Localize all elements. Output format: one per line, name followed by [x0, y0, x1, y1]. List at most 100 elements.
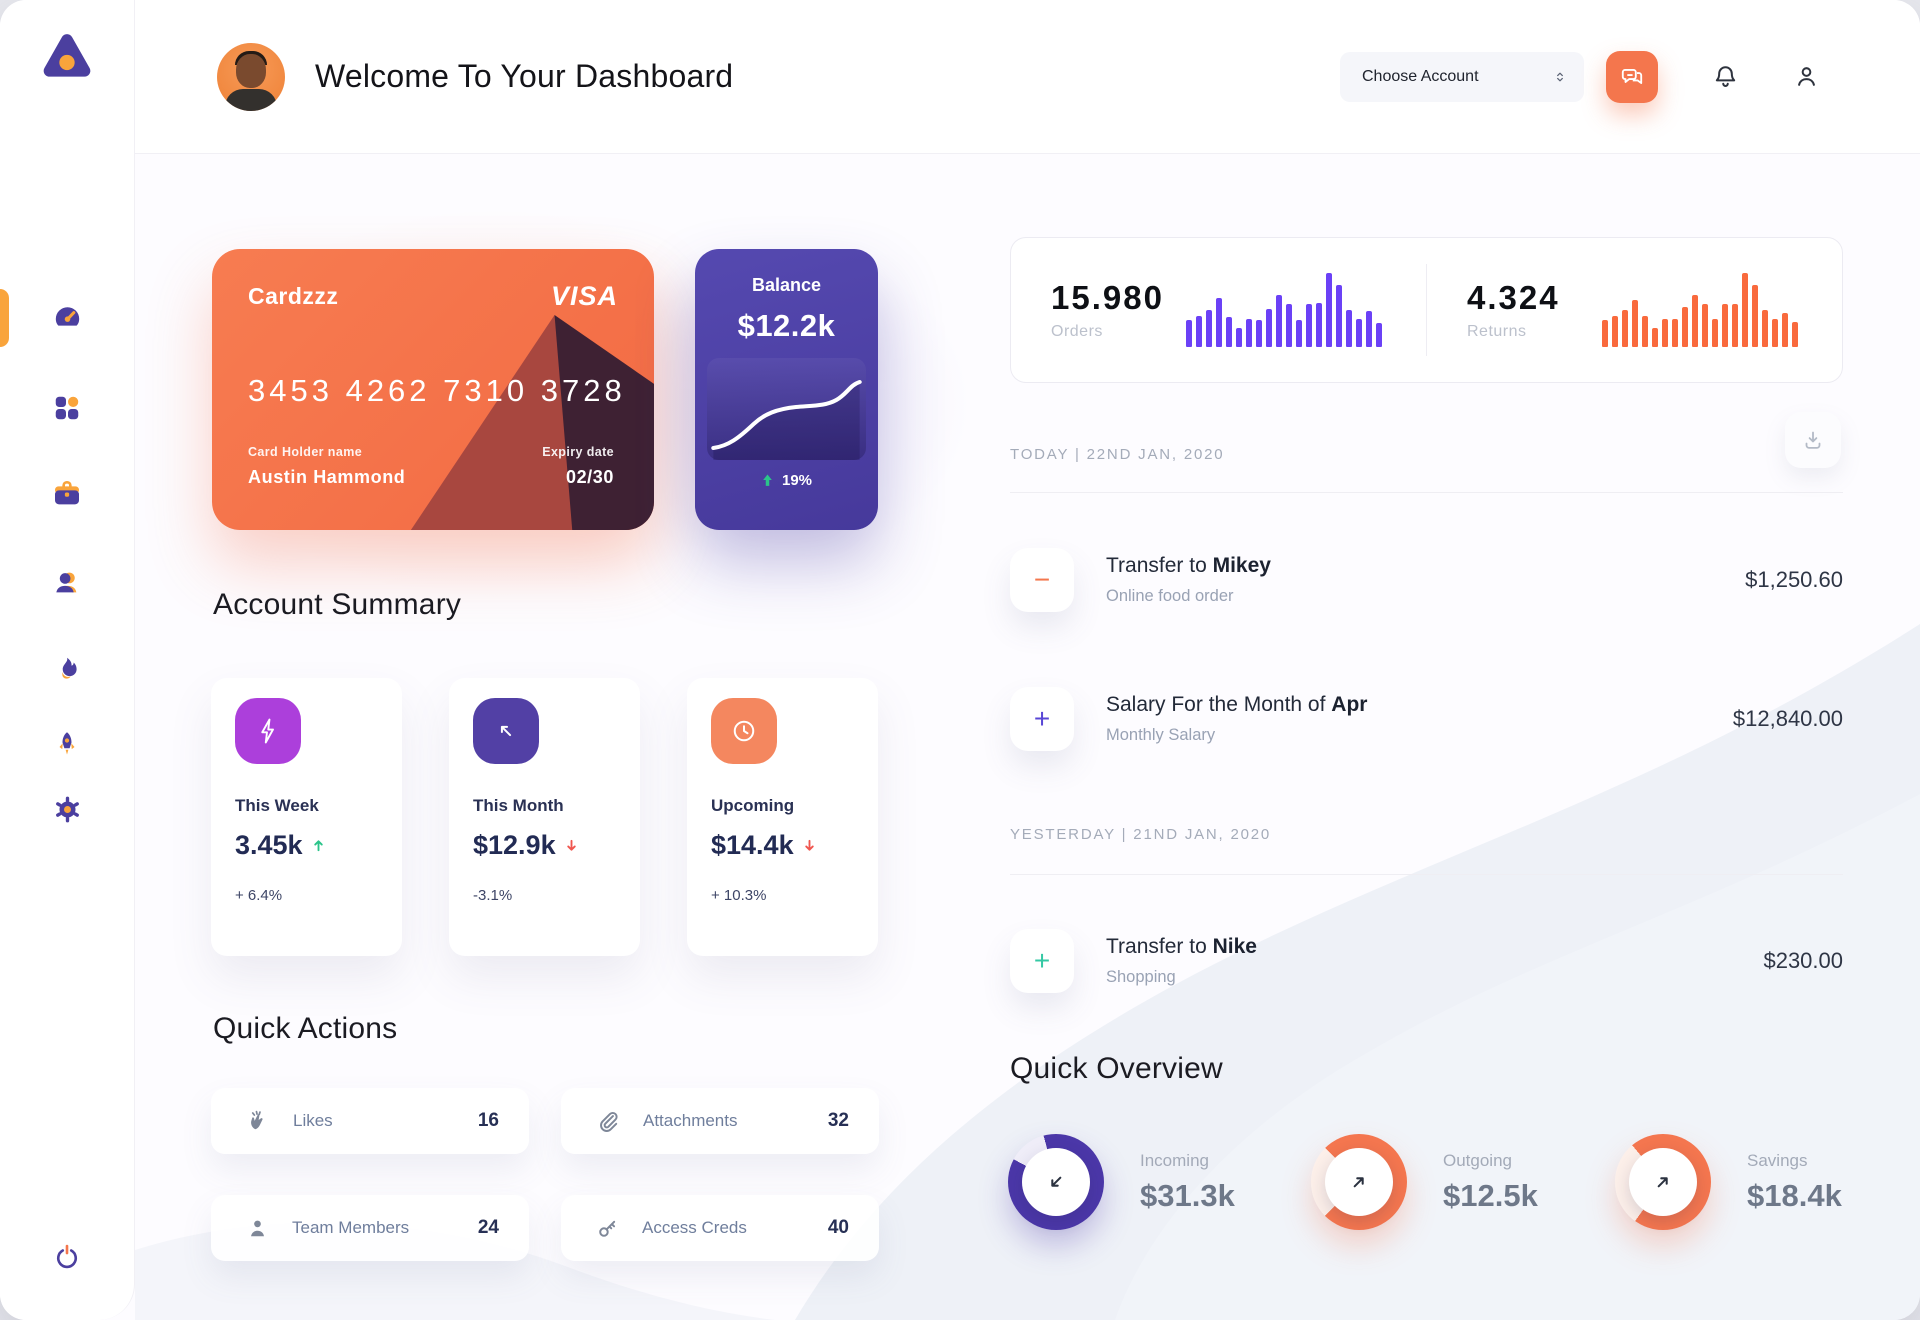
transaction-row[interactable]: + Transfer to Nike Shopping $230.00 [1010, 928, 1843, 994]
notifications-button[interactable] [1712, 63, 1739, 90]
sidebar-item-portfolio[interactable] [47, 473, 87, 513]
down-left-arrow-icon [1051, 1176, 1062, 1187]
app-logo [40, 30, 94, 85]
sidebar-item-users[interactable] [47, 563, 87, 603]
quick-action-count: 24 [477, 1217, 499, 1238]
dashboard-icon [55, 306, 79, 326]
bar [1781, 312, 1788, 347]
quick-action-team-members[interactable]: Team Members 24 [211, 1195, 529, 1261]
transactions-group-header: YESTERDAY | 21ND JAN, 2020 [1010, 826, 1272, 843]
summary-value: $12.9k [473, 830, 556, 860]
bar [1671, 318, 1678, 347]
main-content: Cardzzz VISA 3453 4262 7310 3728 Card Ho… [135, 154, 1920, 1320]
overview-value: $12.5k [1443, 1177, 1538, 1213]
overview-outgoing: Outgoing $12.5k [1311, 1134, 1538, 1230]
bar [1601, 320, 1608, 347]
balance-label: Balance [751, 275, 822, 295]
transaction-amount: $12,840.00 [1732, 706, 1843, 731]
bar [1185, 320, 1192, 347]
bar [1711, 318, 1718, 347]
bar [1761, 310, 1768, 347]
bar [1661, 318, 1668, 347]
card-number: 3453 4262 7310 3728 [248, 373, 626, 408]
summary-delta: -3.1% [473, 887, 513, 904]
bar [1375, 323, 1382, 347]
balance-card: Balance $12.2k 19% [695, 249, 878, 530]
overview-label: Outgoing [1443, 1150, 1512, 1170]
card-holder-name: Austin Hammond [248, 467, 406, 487]
profile-button[interactable] [1793, 63, 1820, 90]
summary-delta: + 6.4% [235, 887, 283, 904]
summary-delta: + 10.3% [711, 887, 767, 904]
quick-action-count: 16 [477, 1110, 499, 1131]
overview-value: $18.4k [1747, 1177, 1842, 1213]
returns-stat: 4.324 Returns [1427, 238, 1842, 382]
overview-value: $31.3k [1140, 1177, 1235, 1213]
download-statement-button[interactable] [1785, 412, 1841, 468]
summary-value: 3.45k [235, 830, 303, 860]
returns-value: 4.324 [1467, 279, 1560, 316]
bar [1355, 318, 1362, 347]
trend-arrow-icon [311, 838, 326, 853]
returns-label: Returns [1467, 323, 1527, 340]
transaction-row[interactable]: − Transfer to Mikey Online food order $1… [1010, 547, 1843, 613]
bar [1215, 298, 1222, 347]
divider [1010, 492, 1843, 493]
sidebar-item-launch[interactable] [47, 724, 87, 764]
credit-card: Cardzzz VISA 3453 4262 7310 3728 Card Ho… [212, 249, 654, 530]
summary-card-upcoming: Upcoming $14.4k + 10.3% [687, 678, 878, 956]
up-right-arrow-icon [1657, 1177, 1668, 1188]
card-expiry-label: Expiry date [542, 445, 614, 459]
bar [1205, 310, 1212, 347]
sidebar-item-trending[interactable] [47, 650, 87, 690]
summary-card-this-month: This Month $12.9k -3.1% [449, 678, 640, 956]
divider [1426, 264, 1427, 356]
account-selector[interactable]: Choose Account [1340, 51, 1584, 102]
member-icon [251, 1220, 264, 1236]
bar [1275, 295, 1282, 347]
overview-savings: Savings $18.4k [1615, 1134, 1842, 1230]
bar [1791, 321, 1798, 347]
sidebar-item-dashboard[interactable] [47, 297, 87, 337]
clock-icon [711, 698, 777, 764]
quick-action-likes[interactable]: Likes 16 [211, 1088, 529, 1154]
clap-icon [251, 1110, 263, 1130]
card-expiry-value: 02/30 [565, 467, 614, 487]
overview-label: Incoming [1140, 1150, 1209, 1170]
progress-ring [1008, 1134, 1104, 1230]
bar [1681, 307, 1688, 347]
trend-arrow-icon [564, 838, 579, 853]
visa-logo: VISA [550, 281, 618, 311]
quick-action-access-creds[interactable]: Access Creds 40 [561, 1195, 879, 1261]
bar [1265, 308, 1272, 347]
messages-button[interactable] [1606, 50, 1658, 103]
bar [1641, 315, 1648, 347]
trend-arrow-icon [802, 838, 817, 853]
power-icon [56, 1244, 78, 1269]
flame-icon [62, 657, 77, 679]
logout-power-button[interactable] [47, 1236, 87, 1276]
balance-value: $12.2k [737, 308, 836, 343]
quick-action-label: Team Members [292, 1218, 410, 1237]
rocket-icon [59, 732, 75, 755]
key-icon [599, 1220, 616, 1237]
sidebar-item-settings[interactable] [47, 789, 87, 829]
quick-action-count: 32 [827, 1110, 849, 1131]
transaction-sign-minus: − [1010, 548, 1074, 612]
summary-label: This Month [473, 796, 564, 815]
quick-overview-title: Quick Overview [1010, 1052, 1223, 1085]
bar [1285, 304, 1292, 347]
bar [1611, 315, 1618, 347]
balance-trend-up-icon [763, 474, 772, 486]
quick-action-attachments[interactable]: Attachments 32 [561, 1088, 879, 1154]
overview-incoming: Incoming $31.3k [1008, 1134, 1235, 1230]
transaction-row[interactable]: + Salary For the Month of Apr Monthly Sa… [1010, 686, 1843, 752]
bar [1325, 273, 1332, 347]
sidebar-item-apps[interactable] [47, 388, 87, 428]
transaction-title: Salary For the Month of Apr [1106, 693, 1368, 716]
orders-stat: 15.980 Orders [1011, 238, 1426, 382]
quick-actions-title: Quick Actions [213, 1012, 398, 1045]
page-title: Welcome To Your Dashboard [315, 58, 734, 94]
bell-icon [1715, 66, 1736, 87]
transaction-sign-plus: + [1010, 687, 1074, 751]
